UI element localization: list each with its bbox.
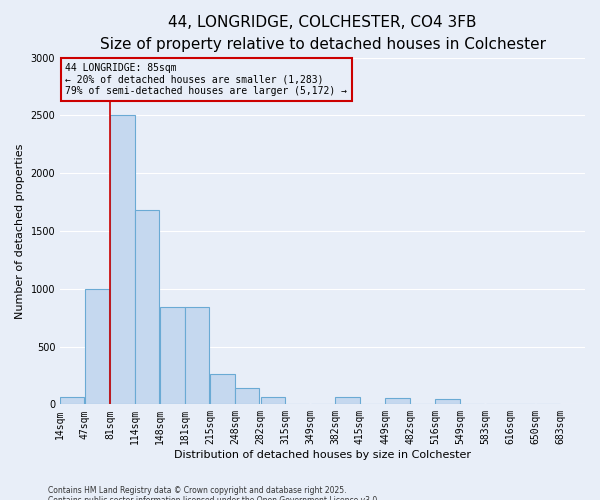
Bar: [211, 374, 235, 404]
Bar: [335, 398, 359, 404]
Bar: [110, 116, 134, 405]
X-axis label: Distribution of detached houses by size in Colchester: Distribution of detached houses by size …: [174, 450, 471, 460]
Bar: [385, 398, 410, 404]
Text: 44 LONGRIDGE: 85sqm
← 20% of detached houses are smaller (1,283)
79% of semi-det: 44 LONGRIDGE: 85sqm ← 20% of detached ho…: [65, 62, 347, 96]
Title: 44, LONGRIDGE, COLCHESTER, CO4 3FB
Size of property relative to detached houses : 44, LONGRIDGE, COLCHESTER, CO4 3FB Size …: [100, 15, 545, 52]
Bar: [260, 398, 285, 404]
Bar: [135, 210, 159, 404]
Y-axis label: Number of detached properties: Number of detached properties: [15, 143, 25, 318]
Text: Contains HM Land Registry data © Crown copyright and database right 2025.: Contains HM Land Registry data © Crown c…: [48, 486, 347, 495]
Bar: [185, 307, 209, 404]
Text: Contains public sector information licensed under the Open Government Licence v3: Contains public sector information licen…: [48, 496, 380, 500]
Bar: [60, 398, 85, 404]
Bar: [235, 388, 259, 404]
Bar: [436, 399, 460, 404]
Bar: [85, 288, 109, 405]
Bar: [160, 307, 185, 404]
